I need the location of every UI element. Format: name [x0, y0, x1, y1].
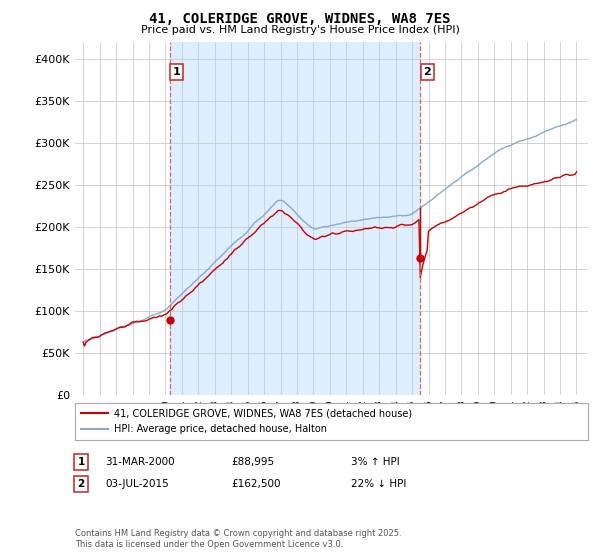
- Text: 3% ↑ HPI: 3% ↑ HPI: [351, 457, 400, 467]
- Text: Price paid vs. HM Land Registry's House Price Index (HPI): Price paid vs. HM Land Registry's House …: [140, 25, 460, 35]
- Text: 2: 2: [424, 67, 431, 77]
- Text: 22% ↓ HPI: 22% ↓ HPI: [351, 479, 406, 489]
- Text: 03-JUL-2015: 03-JUL-2015: [105, 479, 169, 489]
- Bar: [170, 42, 420, 395]
- Text: 31-MAR-2000: 31-MAR-2000: [105, 457, 175, 467]
- Text: 1: 1: [77, 457, 85, 467]
- Text: £162,500: £162,500: [231, 479, 281, 489]
- Text: 1: 1: [173, 67, 181, 77]
- Text: HPI: Average price, detached house, Halton: HPI: Average price, detached house, Halt…: [114, 424, 327, 435]
- Text: 41, COLERIDGE GROVE, WIDNES, WA8 7ES (detached house): 41, COLERIDGE GROVE, WIDNES, WA8 7ES (de…: [114, 408, 412, 418]
- Text: 2: 2: [77, 479, 85, 489]
- Text: £88,995: £88,995: [231, 457, 274, 467]
- Text: 41, COLERIDGE GROVE, WIDNES, WA8 7ES: 41, COLERIDGE GROVE, WIDNES, WA8 7ES: [149, 12, 451, 26]
- Text: Contains HM Land Registry data © Crown copyright and database right 2025.
This d: Contains HM Land Registry data © Crown c…: [75, 529, 401, 549]
